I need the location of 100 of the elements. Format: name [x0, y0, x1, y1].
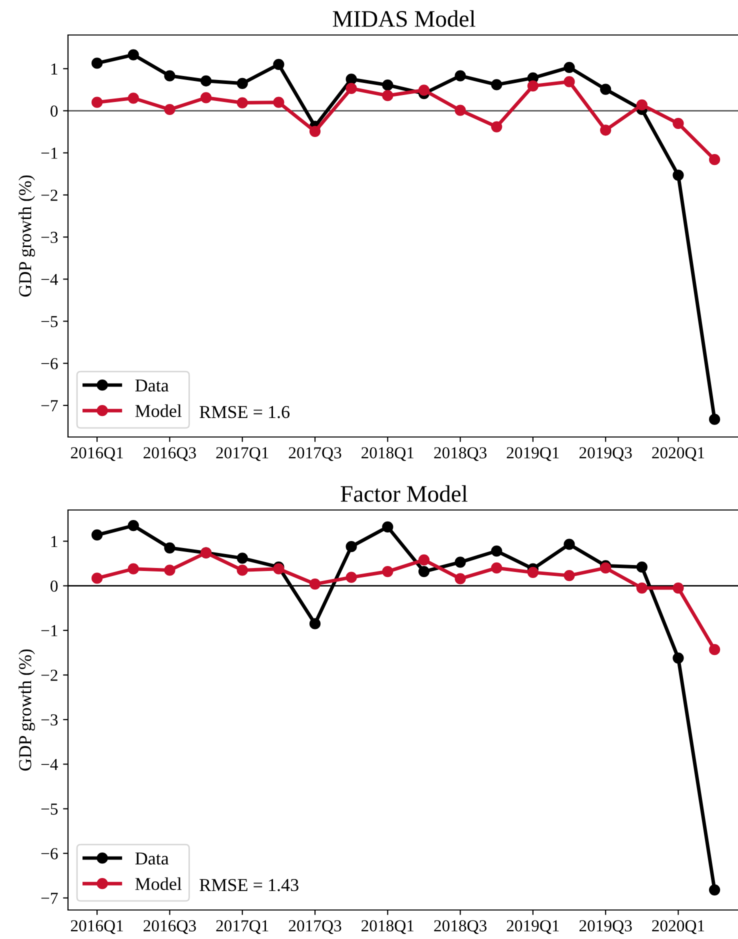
x-tick-label: 2018Q3 [434, 447, 487, 461]
point [92, 529, 103, 541]
x-tick-label: 2016Q1 [70, 920, 123, 934]
point [600, 562, 612, 574]
legend-label: Model [135, 877, 182, 890]
annotation: RMSE = 1.43 [200, 878, 298, 892]
point [92, 96, 103, 108]
point [454, 104, 466, 116]
point [128, 563, 139, 574]
point [346, 82, 357, 94]
point [309, 126, 321, 137]
point [128, 92, 139, 104]
y-tick-label: 1 [51, 536, 58, 547]
point [236, 552, 248, 564]
chart-title: MIDAS Model [332, 10, 476, 27]
y-tick-label: −6 [41, 848, 58, 860]
x-tick-label: 2016Q3 [144, 920, 196, 934]
y-tick-label: −5 [41, 316, 58, 328]
point [672, 170, 684, 181]
y-tick-label: −1 [41, 625, 58, 636]
legend-label: Data [135, 852, 169, 865]
point [564, 570, 575, 582]
point [454, 556, 466, 568]
y-tick-label: −5 [41, 804, 58, 815]
y-tick-label: −4 [41, 758, 58, 770]
point [491, 562, 502, 574]
point [709, 414, 720, 425]
y-tick-label: 0 [50, 105, 58, 117]
point [709, 644, 720, 656]
point [527, 80, 539, 92]
point [454, 70, 466, 82]
point [709, 884, 720, 896]
point [418, 84, 430, 96]
point [418, 554, 430, 566]
y-axis-title: GDP growth (%) [18, 175, 35, 297]
point [491, 545, 502, 557]
x-tick-label: 2018Q3 [434, 920, 487, 934]
y-tick-label: −2 [41, 190, 58, 201]
point [600, 84, 612, 95]
point [236, 97, 248, 108]
y-tick-label: −6 [41, 358, 58, 370]
point [164, 70, 176, 82]
point [382, 566, 394, 578]
legend-label: Data [135, 380, 169, 392]
point [273, 58, 284, 70]
point [200, 92, 212, 104]
point [236, 78, 248, 89]
point [200, 75, 212, 86]
point [636, 582, 648, 594]
point [564, 76, 575, 88]
point [346, 74, 357, 85]
x-tick-label: 2019Q1 [506, 447, 559, 461]
point [564, 62, 575, 73]
y-tick-label: −1 [41, 148, 58, 159]
legend-label: Model [135, 404, 182, 418]
y-tick-label: −7 [41, 892, 58, 904]
point [309, 618, 321, 630]
point [309, 578, 321, 590]
point [346, 541, 357, 552]
point [164, 542, 176, 554]
point [418, 566, 430, 578]
x-tick-label: 2020Q1 [652, 920, 704, 934]
point [382, 90, 394, 102]
x-tick-label: 2019Q3 [579, 447, 632, 461]
point [346, 572, 357, 583]
y-tick-label: −2 [41, 670, 58, 681]
point [672, 652, 684, 664]
x-tick-label: 2019Q3 [579, 920, 632, 934]
point [709, 154, 720, 166]
y-tick-label: 0 [50, 580, 58, 592]
point [636, 562, 648, 573]
y-tick-label: −3 [41, 714, 58, 726]
x-tick-label: 2019Q1 [506, 920, 559, 934]
point [672, 582, 684, 594]
y-tick-label: −7 [41, 400, 58, 412]
x-tick-label: 2017Q1 [216, 447, 268, 461]
point [600, 124, 612, 136]
point [382, 80, 394, 91]
point [564, 538, 575, 550]
x-tick-label: 2020Q1 [652, 447, 704, 461]
point [92, 572, 103, 584]
chart-title: Factor Model [340, 485, 468, 502]
x-tick-label: 2017Q1 [216, 920, 268, 934]
y-axis-title: GDP growth (%) [18, 649, 35, 771]
x-tick-label: 2018Q1 [362, 447, 414, 461]
x-tick-label: 2016Q3 [144, 447, 196, 461]
y-tick-label: −3 [41, 232, 58, 243]
point [491, 121, 502, 132]
point [128, 49, 139, 60]
point [164, 564, 176, 576]
x-tick-label: 2017Q3 [288, 920, 342, 934]
point [382, 521, 394, 532]
point [454, 573, 466, 584]
point [636, 99, 648, 110]
point [236, 564, 248, 576]
point [491, 79, 502, 90]
x-tick-label: 2016Q1 [70, 447, 123, 461]
x-tick-label: 2017Q3 [288, 447, 342, 461]
point [92, 58, 103, 69]
point [128, 520, 139, 532]
